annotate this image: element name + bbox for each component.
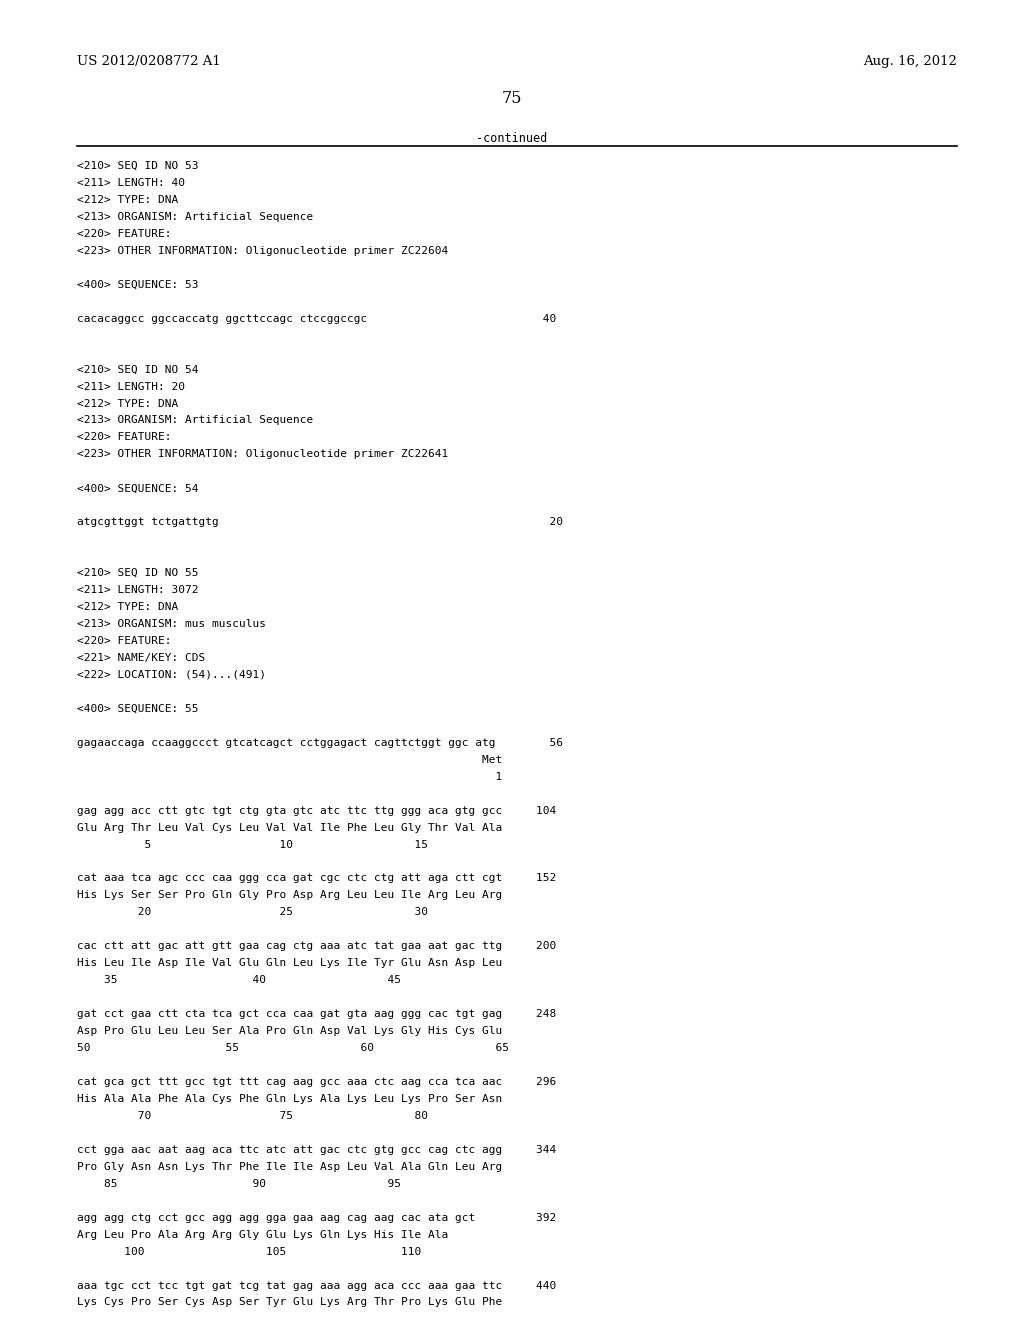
Text: gagaaccaga ccaaggccct gtcatcagct cctggagact cagttctggt ggc atg        56: gagaaccaga ccaaggccct gtcatcagct cctggag…: [77, 738, 563, 747]
Text: His Lys Ser Ser Pro Gln Gly Pro Asp Arg Leu Leu Ile Arg Leu Arg: His Lys Ser Ser Pro Gln Gly Pro Asp Arg …: [77, 891, 502, 900]
Text: gat cct gaa ctt cta tca gct cca caa gat gta aag ggg cac tgt gag     248: gat cct gaa ctt cta tca gct cca caa gat …: [77, 1010, 556, 1019]
Text: <213> ORGANISM: Artificial Sequence: <213> ORGANISM: Artificial Sequence: [77, 416, 313, 425]
Text: Pro Gly Asn Asn Lys Thr Phe Ile Ile Asp Leu Val Ala Gln Leu Arg: Pro Gly Asn Asn Lys Thr Phe Ile Ile Asp …: [77, 1162, 502, 1172]
Text: <211> LENGTH: 40: <211> LENGTH: 40: [77, 178, 184, 187]
Text: agg agg ctg cct gcc agg agg gga gaa aag cag aag cac ata gct         392: agg agg ctg cct gcc agg agg gga gaa aag …: [77, 1213, 556, 1222]
Text: <212> TYPE: DNA: <212> TYPE: DNA: [77, 195, 178, 205]
Text: cat aaa tca agc ccc caa ggg cca gat cgc ctc ctg att aga ctt cgt     152: cat aaa tca agc ccc caa ggg cca gat cgc …: [77, 874, 556, 883]
Text: <400> SEQUENCE: 54: <400> SEQUENCE: 54: [77, 483, 199, 494]
Text: gag agg acc ctt gtc tgt ctg gta gtc atc ttc ttg ggg aca gtg gcc     104: gag agg acc ctt gtc tgt ctg gta gtc atc …: [77, 805, 556, 816]
Text: <220> FEATURE:: <220> FEATURE:: [77, 433, 171, 442]
Text: <210> SEQ ID NO 55: <210> SEQ ID NO 55: [77, 568, 199, 578]
Text: 75: 75: [502, 90, 522, 107]
Text: Asp Pro Glu Leu Leu Ser Ala Pro Gln Asp Val Lys Gly His Cys Glu: Asp Pro Glu Leu Leu Ser Ala Pro Gln Asp …: [77, 1026, 502, 1036]
Text: <220> FEATURE:: <220> FEATURE:: [77, 636, 171, 645]
Text: aaa tgc cct tcc tgt gat tcg tat gag aaa agg aca ccc aaa gaa ttc     440: aaa tgc cct tcc tgt gat tcg tat gag aaa …: [77, 1280, 556, 1291]
Text: <220> FEATURE:: <220> FEATURE:: [77, 228, 171, 239]
Text: cacacaggcc ggccaccatg ggcttccagc ctccggccgc                          40: cacacaggcc ggccaccatg ggcttccagc ctccggc…: [77, 314, 556, 323]
Text: Glu Arg Thr Leu Val Cys Leu Val Val Ile Phe Leu Gly Thr Val Ala: Glu Arg Thr Leu Val Cys Leu Val Val Ile …: [77, 822, 502, 833]
Text: atgcgttggt tctgattgtg                                                 20: atgcgttggt tctgattgtg 20: [77, 517, 563, 527]
Text: His Leu Ile Asp Ile Val Glu Gln Leu Lys Ile Tyr Glu Asn Asp Leu: His Leu Ile Asp Ile Val Glu Gln Leu Lys …: [77, 958, 502, 969]
Text: <211> LENGTH: 20: <211> LENGTH: 20: [77, 381, 184, 392]
Text: <221> NAME/KEY: CDS: <221> NAME/KEY: CDS: [77, 653, 205, 663]
Text: <211> LENGTH: 3072: <211> LENGTH: 3072: [77, 585, 199, 595]
Text: <210> SEQ ID NO 54: <210> SEQ ID NO 54: [77, 364, 199, 375]
Text: 85                    90                  95: 85 90 95: [77, 1179, 400, 1189]
Text: cat gca gct ttt gcc tgt ttt cag aag gcc aaa ctc aag cca tca aac     296: cat gca gct ttt gcc tgt ttt cag aag gcc …: [77, 1077, 556, 1086]
Text: 20                   25                  30: 20 25 30: [77, 907, 428, 917]
Text: <213> ORGANISM: Artificial Sequence: <213> ORGANISM: Artificial Sequence: [77, 213, 313, 222]
Text: Met: Met: [77, 755, 502, 764]
Text: Lys Cys Pro Ser Cys Asp Ser Tyr Glu Lys Arg Thr Pro Lys Glu Phe: Lys Cys Pro Ser Cys Asp Ser Tyr Glu Lys …: [77, 1298, 502, 1308]
Text: <223> OTHER INFORMATION: Oligonucleotide primer ZC22604: <223> OTHER INFORMATION: Oligonucleotide…: [77, 246, 449, 256]
Text: 50                    55                  60                  65: 50 55 60 65: [77, 1043, 509, 1053]
Text: Arg Leu Pro Ala Arg Arg Gly Glu Lys Gln Lys His Ile Ala: Arg Leu Pro Ala Arg Arg Gly Glu Lys Gln …: [77, 1230, 449, 1239]
Text: 100                  105                 110: 100 105 110: [77, 1246, 421, 1257]
Text: <212> TYPE: DNA: <212> TYPE: DNA: [77, 602, 178, 612]
Text: <210> SEQ ID NO 53: <210> SEQ ID NO 53: [77, 161, 199, 172]
Text: <213> ORGANISM: mus musculus: <213> ORGANISM: mus musculus: [77, 619, 266, 630]
Text: <400> SEQUENCE: 55: <400> SEQUENCE: 55: [77, 704, 199, 714]
Text: 35                    40                  45: 35 40 45: [77, 975, 400, 985]
Text: His Ala Ala Phe Ala Cys Phe Gln Lys Ala Lys Leu Lys Pro Ser Asn: His Ala Ala Phe Ala Cys Phe Gln Lys Ala …: [77, 1094, 502, 1104]
Text: cct gga aac aat aag aca ttc atc att gac ctc gtg gcc cag ctc agg     344: cct gga aac aat aag aca ttc atc att gac …: [77, 1144, 556, 1155]
Text: <400> SEQUENCE: 53: <400> SEQUENCE: 53: [77, 280, 199, 290]
Text: cac ctt att gac att gtt gaa cag ctg aaa atc tat gaa aat gac ttg     200: cac ctt att gac att gtt gaa cag ctg aaa …: [77, 941, 556, 952]
Text: <212> TYPE: DNA: <212> TYPE: DNA: [77, 399, 178, 408]
Text: 1: 1: [77, 772, 502, 781]
Text: <223> OTHER INFORMATION: Oligonucleotide primer ZC22641: <223> OTHER INFORMATION: Oligonucleotide…: [77, 449, 449, 459]
Text: Aug. 16, 2012: Aug. 16, 2012: [863, 55, 957, 69]
Text: 5                   10                  15: 5 10 15: [77, 840, 428, 850]
Text: US 2012/0208772 A1: US 2012/0208772 A1: [77, 55, 220, 69]
Text: -continued: -continued: [476, 132, 548, 145]
Text: <222> LOCATION: (54)...(491): <222> LOCATION: (54)...(491): [77, 671, 266, 680]
Text: 70                   75                  80: 70 75 80: [77, 1111, 428, 1121]
